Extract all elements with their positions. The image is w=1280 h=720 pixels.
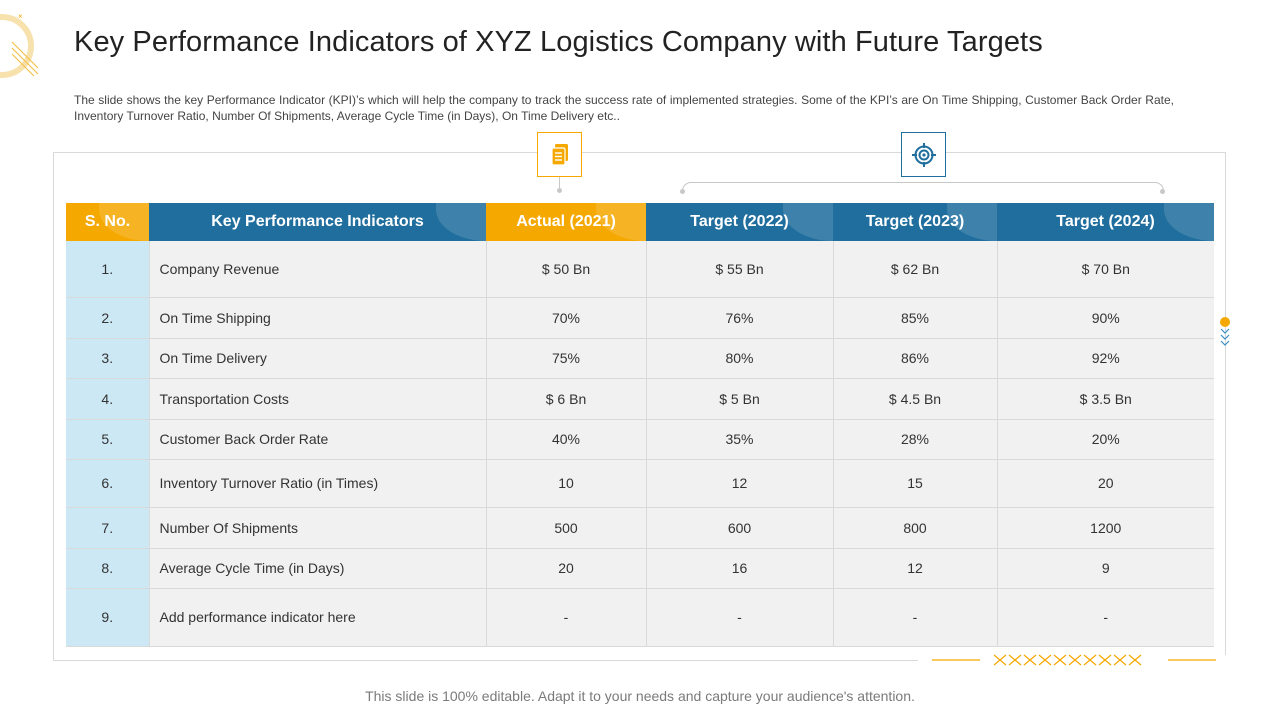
targets-bracket xyxy=(682,182,1164,194)
value-cell: $ 6 Bn xyxy=(486,378,647,420)
serial-number-cell: 9. xyxy=(66,588,150,647)
header-cell: Target (2022) xyxy=(646,203,833,241)
header-cell: Target (2023) xyxy=(833,203,997,241)
slide-title: Key Performance Indicators of XYZ Logist… xyxy=(74,26,1043,58)
value-cell: 40% xyxy=(486,419,647,460)
kpi-name-cell: On Time Shipping xyxy=(149,297,487,339)
serial-number-cell: 5. xyxy=(66,419,150,460)
value-cell: 12 xyxy=(646,459,834,508)
table-row: 9. Add performance indicator here - - - - xyxy=(66,588,1214,647)
table-body: 1. Company Revenue $ 50 Bn $ 55 Bn $ 62 Bn $ … xyxy=(66,241,1214,647)
bracket-dot-right xyxy=(1160,189,1165,194)
value-cell: 92% xyxy=(997,338,1214,379)
value-cell: 90% xyxy=(997,297,1214,339)
table-panel xyxy=(53,152,1226,661)
table-row: 1. Company Revenue $ 50 Bn $ 55 Bn $ 62 Bn $ … xyxy=(66,241,1214,298)
header-cell: Target (2024) xyxy=(997,203,1214,241)
value-cell: 9 xyxy=(997,548,1214,589)
value-cell: $ 4.5 Bn xyxy=(833,378,998,420)
table-row: 8. Average Cycle Time (in Days) 20 16 12 9 xyxy=(66,548,1214,589)
panel-gap xyxy=(918,655,1228,665)
table-row: 7. Number Of Shipments 500 600 800 1200 xyxy=(66,507,1214,549)
kpi-name-cell: Customer Back Order Rate xyxy=(149,419,487,460)
connector-dot xyxy=(557,188,562,193)
kpi-table: S. No. Key Performance Indicators Actual… xyxy=(66,203,1214,647)
decorative-lines-icon xyxy=(11,41,39,77)
value-cell: 28% xyxy=(833,419,998,460)
kpi-name-cell: Average Cycle Time (in Days) xyxy=(149,548,487,589)
serial-number-cell: 8. xyxy=(66,548,150,589)
serial-number-cell: 1. xyxy=(66,241,150,298)
value-cell: 10 xyxy=(486,459,647,508)
value-cell: $ 5 Bn xyxy=(646,378,834,420)
serial-number-cell: 7. xyxy=(66,507,150,549)
value-cell: 500 xyxy=(486,507,647,549)
value-cell: $ 50 Bn xyxy=(486,241,647,298)
decorative-cross-icon: × xyxy=(18,12,23,21)
value-cell: 16 xyxy=(646,548,834,589)
value-cell: $ 55 Bn xyxy=(646,241,834,298)
table-row: 4. Transportation Costs $ 6 Bn $ 5 Bn $ 4.5 … xyxy=(66,378,1214,420)
value-cell: $ 3.5 Bn xyxy=(997,378,1214,420)
value-cell: 70% xyxy=(486,297,647,339)
table-row: 2. On Time Shipping 70% 76% 85% 90% xyxy=(66,297,1214,339)
value-cell: 20 xyxy=(997,459,1214,508)
value-cell: 20% xyxy=(997,419,1214,460)
table-row: 6. Inventory Turnover Ratio (in Times) 10 1… xyxy=(66,459,1214,508)
value-cell: 20 xyxy=(486,548,647,589)
value-cell: 75% xyxy=(486,338,647,379)
decorative-zigzag-icon xyxy=(932,654,1216,666)
value-cell: 800 xyxy=(833,507,998,549)
document-icon xyxy=(537,132,582,177)
slide-description: The slide shows the key Performance Indi… xyxy=(74,93,1174,123)
table-row: 5. Customer Back Order Rate 40% 35% 28% 20% xyxy=(66,419,1214,460)
value-cell: 12 xyxy=(833,548,998,589)
kpi-name-cell: Number Of Shipments xyxy=(149,507,487,549)
serial-number-cell: 3. xyxy=(66,338,150,379)
serial-number-cell: 2. xyxy=(66,297,150,339)
value-cell: 1200 xyxy=(997,507,1214,549)
kpi-name-cell: Add performance indicator here xyxy=(149,588,487,647)
value-cell: $ 62 Bn xyxy=(833,241,998,298)
value-cell: - xyxy=(833,588,998,647)
table-header-row: S. No. Key Performance Indicators Actual… xyxy=(66,203,1214,241)
value-cell: 15 xyxy=(833,459,998,508)
chevron-down-icon xyxy=(1220,328,1230,346)
value-cell: 80% xyxy=(646,338,834,379)
serial-number-cell: 6. xyxy=(66,459,150,508)
kpi-name-cell: Inventory Turnover Ratio (in Times) xyxy=(149,459,487,508)
value-cell: 35% xyxy=(646,419,834,460)
footer-note: This slide is 100% editable. Adapt it to… xyxy=(365,688,915,704)
document-connector xyxy=(559,177,560,190)
kpi-name-cell: On Time Delivery xyxy=(149,338,487,379)
value-cell: - xyxy=(486,588,647,647)
bracket-dot-left xyxy=(680,189,685,194)
value-cell: 86% xyxy=(833,338,998,379)
value-cell: 85% xyxy=(833,297,998,339)
table-row: 3. On Time Delivery 75% 80% 86% 92% xyxy=(66,338,1214,379)
serial-number-cell: 4. xyxy=(66,378,150,420)
header-cell: Actual (2021) xyxy=(486,203,646,241)
kpi-name-cell: Company Revenue xyxy=(149,241,487,298)
value-cell: 600 xyxy=(646,507,834,549)
value-cell: 76% xyxy=(646,297,834,339)
header-cell: S. No. xyxy=(66,203,149,241)
header-cell: Key Performance Indicators xyxy=(149,203,486,241)
target-icon xyxy=(901,132,946,177)
kpi-name-cell: Transportation Costs xyxy=(149,378,487,420)
value-cell: - xyxy=(646,588,834,647)
side-dot xyxy=(1220,317,1230,327)
value-cell: - xyxy=(997,588,1214,647)
value-cell: $ 70 Bn xyxy=(997,241,1214,298)
